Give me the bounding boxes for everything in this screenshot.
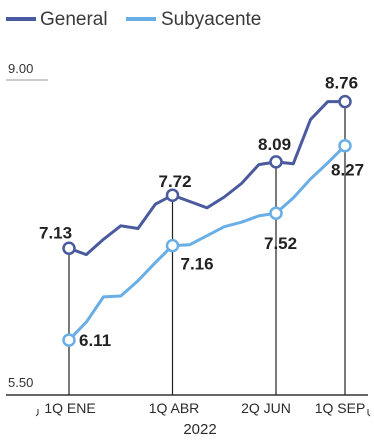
axes: 9.00 5.50 1Q ENE 1Q ABR 2Q JUN 1Q SEP 20… xyxy=(6,61,371,438)
marker-subyacente-0 xyxy=(62,333,76,347)
data-label-subyacente-1: 7.16 xyxy=(181,255,214,274)
marker-subyacente-1 xyxy=(165,238,180,253)
marker-general-2 xyxy=(269,155,283,169)
legend-label-subyacente: Subyacente xyxy=(161,9,261,30)
data-label-subyacente-3: 8.27 xyxy=(331,161,364,180)
data-label-general-1: 7.72 xyxy=(159,172,192,191)
series-lines xyxy=(67,100,347,342)
marker-general-1 xyxy=(165,188,180,202)
x-tick-label-abr: 1Q ABR xyxy=(149,400,200,416)
data-label-general-3: 8.76 xyxy=(325,74,358,93)
series-line-general xyxy=(67,100,347,257)
x-tick-label-jun: 2Q JUN xyxy=(241,400,291,416)
data-labels: 7.13 7.72 8.09 8.76 6.11 7.16 7.52 8.27 xyxy=(39,74,364,351)
x-tick-label-ene: 1Q ENE xyxy=(44,400,95,416)
y-tick-label-top: 9.00 xyxy=(8,61,33,76)
year-label: 2022 xyxy=(183,421,216,438)
series-markers xyxy=(62,94,352,347)
y-tick-label-bottom: 5.50 xyxy=(8,375,33,390)
data-label-general-2: 8.09 xyxy=(258,135,291,154)
marker-general-3 xyxy=(338,94,352,109)
marker-subyacente-2 xyxy=(269,206,283,220)
legend: General Subyacente xyxy=(6,9,261,30)
x-tick-label-sep: 1Q SEP xyxy=(315,400,366,416)
drop-lines xyxy=(68,101,346,395)
marker-subyacente-3 xyxy=(338,138,352,153)
series-line-subyacente xyxy=(67,144,347,342)
marker-general-0 xyxy=(62,241,76,256)
data-label-subyacente-2: 7.52 xyxy=(264,234,297,253)
year-bracket xyxy=(35,409,371,417)
data-label-general-0: 7.13 xyxy=(39,223,72,242)
legend-label-general: General xyxy=(40,9,108,30)
data-label-subyacente-0: 6.11 xyxy=(79,331,111,350)
